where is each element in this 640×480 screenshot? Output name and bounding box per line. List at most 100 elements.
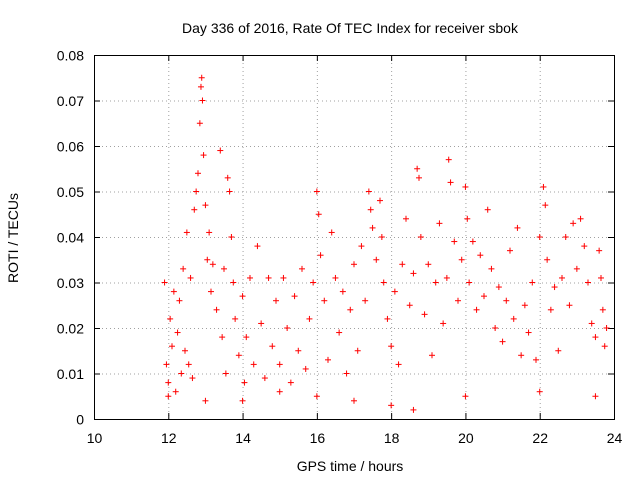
y-tick-label: 0.01 <box>57 366 84 382</box>
data-point <box>388 343 395 350</box>
data-point <box>172 388 179 395</box>
data-points <box>161 74 610 413</box>
data-point <box>183 229 190 236</box>
data-point <box>254 243 261 250</box>
data-point <box>592 393 599 400</box>
data-point <box>417 234 424 240</box>
data-point <box>219 334 226 341</box>
data-point <box>230 279 237 286</box>
data-point <box>276 361 283 368</box>
data-point <box>182 347 188 354</box>
data-point <box>544 256 551 263</box>
data-point <box>325 356 331 363</box>
data-point <box>566 302 573 309</box>
x-tick-label: 16 <box>310 430 326 446</box>
data-point <box>302 365 309 372</box>
x-tick-label: 24 <box>607 430 623 446</box>
data-point <box>443 274 450 281</box>
y-axis-label: ROTI / TECUs <box>5 193 21 283</box>
plot-frame <box>94 55 615 420</box>
y-tick-label: 0.07 <box>57 93 84 109</box>
data-point <box>533 356 539 363</box>
data-point <box>287 379 294 386</box>
data-point <box>499 338 506 345</box>
data-point <box>529 279 536 286</box>
data-point <box>195 170 201 177</box>
data-point <box>200 152 207 159</box>
data-point <box>514 224 521 231</box>
data-point <box>221 265 227 272</box>
data-point <box>174 329 181 336</box>
data-point <box>313 188 320 195</box>
data-point <box>191 206 198 213</box>
grid <box>94 55 614 419</box>
data-point <box>313 393 320 400</box>
data-point <box>284 325 291 331</box>
data-point <box>492 325 499 331</box>
data-point <box>373 256 380 263</box>
data-point <box>551 284 558 291</box>
data-point <box>601 343 608 350</box>
data-point <box>336 329 343 336</box>
y-tick-label: 0.08 <box>57 48 84 64</box>
data-point <box>440 320 447 327</box>
data-point <box>241 379 248 386</box>
data-point <box>208 288 214 295</box>
data-point <box>588 320 595 327</box>
data-point <box>165 393 172 400</box>
data-point <box>507 247 513 254</box>
data-point <box>518 352 525 359</box>
data-point <box>187 274 194 281</box>
data-point <box>280 274 287 281</box>
data-point <box>577 215 584 222</box>
data-point <box>291 293 298 300</box>
data-point <box>247 274 253 281</box>
data-point <box>332 274 339 281</box>
data-point <box>180 265 187 272</box>
x-tick-label: 20 <box>458 430 474 446</box>
x-tick-label: 18 <box>384 430 400 446</box>
y-tick-label: 0.04 <box>57 230 84 246</box>
data-point <box>315 211 322 218</box>
data-point <box>197 83 204 90</box>
data-point <box>462 393 469 400</box>
data-point <box>481 293 487 300</box>
data-point <box>202 397 209 404</box>
data-point <box>339 288 346 295</box>
data-point <box>193 188 200 195</box>
data-point <box>226 188 233 195</box>
data-point <box>451 238 458 245</box>
y-tick-label: 0.05 <box>57 184 84 200</box>
data-point <box>447 179 454 186</box>
data-point <box>224 174 231 181</box>
data-point <box>536 388 543 395</box>
data-point <box>239 397 246 404</box>
data-point <box>343 370 350 377</box>
data-point <box>362 297 369 304</box>
data-point <box>276 388 283 395</box>
data-point <box>510 315 517 322</box>
data-point <box>603 325 610 331</box>
data-point <box>265 274 272 281</box>
data-point <box>414 165 421 172</box>
data-point <box>269 343 276 350</box>
data-point <box>378 234 385 240</box>
data-point <box>469 238 476 245</box>
data-point <box>235 352 242 359</box>
data-point <box>273 297 279 304</box>
data-point <box>243 334 250 341</box>
x-axis-label: GPS time / hours <box>297 458 404 474</box>
data-point <box>598 274 604 281</box>
data-point <box>258 320 265 327</box>
data-point <box>310 279 317 286</box>
x-tick-label: 12 <box>161 430 177 446</box>
data-point <box>399 261 406 268</box>
data-point <box>388 402 395 409</box>
data-point <box>473 306 480 313</box>
data-point <box>198 74 205 81</box>
data-point <box>351 261 357 268</box>
data-point <box>542 202 549 209</box>
data-point <box>202 202 209 209</box>
x-axis-ticks: 10 12 14 16 18 20 22 24 <box>87 55 623 446</box>
